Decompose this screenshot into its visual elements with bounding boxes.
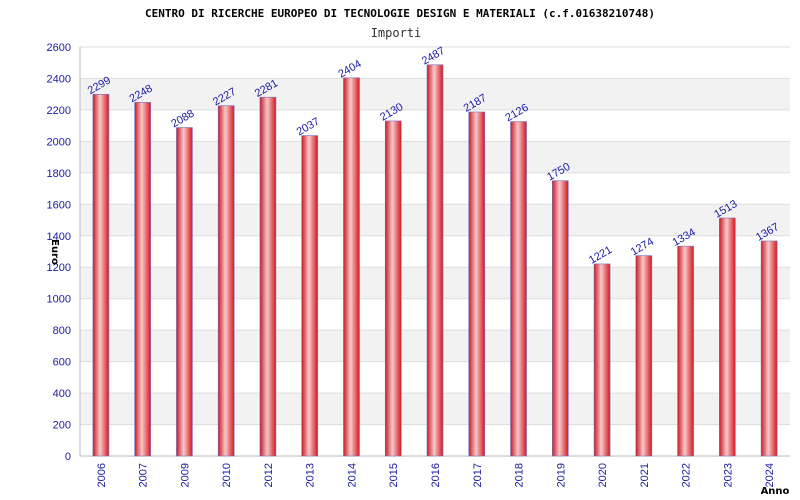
x-tick-label: 2014 — [346, 463, 358, 487]
y-tick-label: 2200 — [47, 105, 71, 117]
y-tick-label: 1400 — [47, 231, 71, 243]
bar — [635, 255, 653, 457]
bar — [92, 94, 110, 457]
bars — [92, 64, 778, 457]
y-tick-label: 200 — [53, 420, 71, 432]
bar — [134, 102, 151, 457]
bar — [510, 121, 527, 457]
x-tick-label: 2017 — [472, 463, 484, 487]
bar — [343, 77, 360, 457]
bar — [217, 105, 235, 457]
bar — [719, 217, 736, 457]
chart-subtitle: Importi — [371, 26, 422, 40]
x-tick-label: 2020 — [597, 463, 609, 487]
y-tick-label: 2000 — [47, 136, 71, 148]
y-tick-label: 600 — [53, 357, 71, 369]
y-tick-label: 1200 — [47, 262, 71, 274]
y-tick-label: 1600 — [47, 199, 71, 211]
x-tick-label: 2024 — [764, 463, 776, 487]
x-tick-label: 2013 — [305, 463, 317, 487]
x-tick-label: 2012 — [263, 463, 275, 487]
x-tick-label: 2023 — [722, 463, 734, 487]
x-axis-ticks: 2006 2007 2009 2010 2012 2013 2014 2015 2016 2017… — [96, 463, 776, 487]
y-tick-label: 1000 — [47, 294, 71, 306]
bar — [551, 180, 569, 457]
x-tick-label: 2018 — [514, 463, 526, 487]
chart-title: CENTRO DI RICERCHE EUROPEO DI TECNOLOGIE… — [145, 7, 655, 20]
y-tick-label: 1800 — [47, 168, 71, 180]
y-axis-label: Euro — [49, 239, 60, 265]
x-tick-label: 2021 — [639, 463, 651, 487]
bar — [259, 96, 277, 457]
y-tick-label: 2400 — [47, 73, 71, 85]
bar — [468, 111, 486, 457]
y-axis-ticks: 0 200 400 600 800 1000 1200 1400 1600 1800 2000 220… — [47, 42, 71, 463]
x-tick-label: 2015 — [388, 463, 400, 487]
bar — [760, 240, 778, 457]
y-tick-label: 0 — [65, 451, 71, 463]
bar — [426, 64, 444, 457]
x-axis-label: Anno — [761, 486, 790, 497]
x-tick-label: 2022 — [681, 463, 693, 487]
bar — [301, 135, 319, 457]
x-tick-label: 2019 — [555, 463, 567, 487]
x-tick-label: 2010 — [221, 463, 233, 487]
bar — [677, 245, 694, 457]
y-tick-label: 800 — [53, 325, 71, 337]
y-tick-label: 400 — [53, 388, 71, 400]
y-tick-label: 2600 — [47, 42, 71, 54]
x-tick-label: 2009 — [179, 463, 191, 487]
x-tick-label: 2006 — [96, 463, 108, 487]
bar — [176, 127, 193, 457]
bar — [593, 263, 611, 457]
bar — [384, 120, 402, 457]
x-tick-label: 2007 — [138, 463, 150, 487]
x-tick-label: 2016 — [430, 463, 442, 487]
